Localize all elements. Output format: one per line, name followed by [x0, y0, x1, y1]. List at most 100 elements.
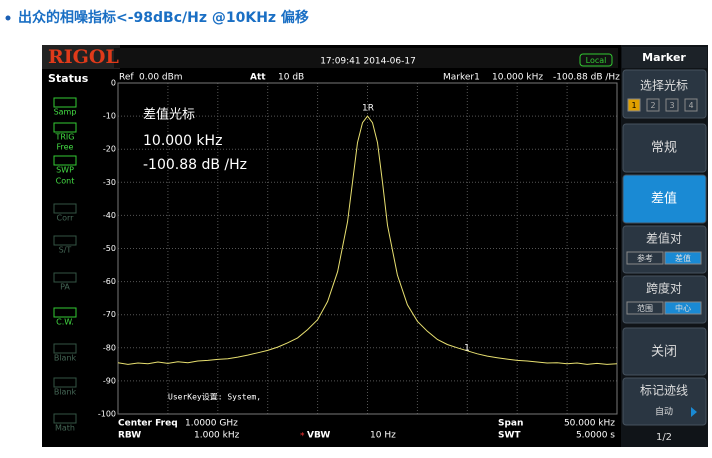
- label: 10 Hz: [370, 431, 396, 441]
- status-item: C.W.: [56, 318, 74, 327]
- label: 17:09:41 2014-06-17: [320, 57, 416, 67]
- label: 50.000 kHz: [564, 419, 615, 429]
- status-icon: [53, 272, 77, 283]
- menu-button[interactable]: [622, 327, 707, 376]
- status-item: PA: [60, 283, 70, 292]
- menu-title: Marker: [642, 51, 686, 64]
- label: 常规: [651, 141, 677, 156]
- label: 10.000 kHz: [492, 73, 543, 83]
- status-icon: [53, 97, 77, 108]
- plot-frame: [117, 82, 618, 415]
- label: UserKey设置: System,: [168, 392, 261, 402]
- y-tick-label: -100: [98, 410, 116, 419]
- y-tick-label: -50: [103, 244, 116, 253]
- y-tick-label: -30: [103, 178, 116, 187]
- menu-title-bg: [622, 47, 707, 68]
- status-item: Cont: [56, 177, 75, 186]
- status-icon: [53, 235, 77, 246]
- y-tick-label: -20: [103, 145, 116, 154]
- label: 1.0000 GHz: [185, 419, 238, 429]
- status-item: Blank: [54, 388, 77, 397]
- label: 中心: [675, 303, 691, 313]
- label: 关闭: [651, 345, 677, 360]
- option-box[interactable]: [626, 301, 664, 315]
- option-box[interactable]: [664, 301, 702, 315]
- label: 差值: [651, 191, 677, 207]
- status-item: Free: [57, 143, 74, 152]
- status-item: Math: [55, 424, 75, 433]
- label: 3: [669, 101, 674, 110]
- label: 跨度对: [646, 281, 682, 296]
- label: 参考: [637, 253, 653, 263]
- status-icon: [53, 413, 77, 424]
- menu-button[interactable]: [622, 174, 707, 224]
- label: Ref: [119, 73, 134, 83]
- trace: [117, 115, 618, 365]
- readout: 差值光标: [143, 107, 195, 123]
- label: 10 dB: [278, 73, 304, 83]
- top-bar: [114, 48, 618, 68]
- y-tick-label: -90: [103, 376, 116, 385]
- readout: 10.000 kHz: [143, 133, 222, 149]
- status-item: Samp: [54, 108, 77, 117]
- status-icon: [53, 377, 77, 388]
- label: 2: [650, 101, 655, 110]
- label: VBW: [307, 431, 330, 441]
- bullet: [5, 15, 11, 21]
- y-tick-label: -80: [103, 343, 116, 352]
- menu-button[interactable]: [622, 123, 707, 173]
- label: Status: [48, 72, 89, 85]
- y-tick-label: -40: [103, 211, 116, 220]
- label: RBW: [118, 431, 141, 441]
- local-badge: [579, 53, 613, 67]
- label: -100.88 dB /Hz: [553, 73, 620, 83]
- status-item: TRIG: [54, 133, 74, 142]
- y-tick-label: -60: [103, 277, 116, 286]
- status-item: S/T: [59, 246, 72, 255]
- label: 1: [631, 101, 636, 110]
- label: SWT: [498, 431, 521, 441]
- option-box[interactable]: [664, 251, 702, 265]
- status-item: Corr: [57, 214, 75, 223]
- label: 1.000 kHz: [194, 431, 240, 441]
- label: Marker1: [443, 73, 480, 83]
- arrow: [691, 407, 697, 417]
- y-tick-label: 0: [111, 79, 116, 88]
- logo-bg: [42, 45, 120, 69]
- cursor-number-box[interactable]: [627, 98, 641, 112]
- readout: -100.88 dB /Hz: [143, 157, 247, 173]
- label: 0.00 dBm: [139, 73, 183, 83]
- asterisk: *: [300, 432, 305, 442]
- menu-button[interactable]: [622, 377, 707, 426]
- status-icon: [53, 155, 77, 166]
- label: 自动: [655, 406, 673, 418]
- instrument-screen: [42, 45, 708, 447]
- label: 5.0000 s: [576, 431, 615, 441]
- label: 差值: [675, 253, 691, 263]
- option-box[interactable]: [626, 251, 664, 265]
- label: Att: [250, 73, 266, 83]
- status-icon: [53, 203, 77, 214]
- y-tick-label: -10: [103, 112, 116, 121]
- status-icon: [53, 307, 77, 318]
- label: Span: [498, 419, 523, 429]
- marker-tag: 1R: [362, 104, 374, 114]
- status-icon: [53, 343, 77, 354]
- cursor-number-box[interactable]: [684, 98, 698, 112]
- cursor-number-box[interactable]: [646, 98, 660, 112]
- label: Local: [586, 56, 607, 65]
- heading: 出众的相噪指标<-98dBc/Hz @10KHz 偏移: [18, 9, 309, 26]
- cursor-number-box[interactable]: [665, 98, 679, 112]
- label: 选择光标: [640, 79, 688, 93]
- status-item: Blank: [54, 354, 77, 363]
- y-tick-label: -70: [103, 310, 116, 319]
- label: 1/2: [656, 432, 672, 443]
- label: 差值对: [646, 231, 682, 246]
- status-icon: [53, 122, 77, 133]
- label: 4: [688, 101, 693, 110]
- label: Center Freq: [118, 419, 178, 429]
- label: 范围: [637, 303, 653, 313]
- status-item: SWP: [56, 166, 74, 175]
